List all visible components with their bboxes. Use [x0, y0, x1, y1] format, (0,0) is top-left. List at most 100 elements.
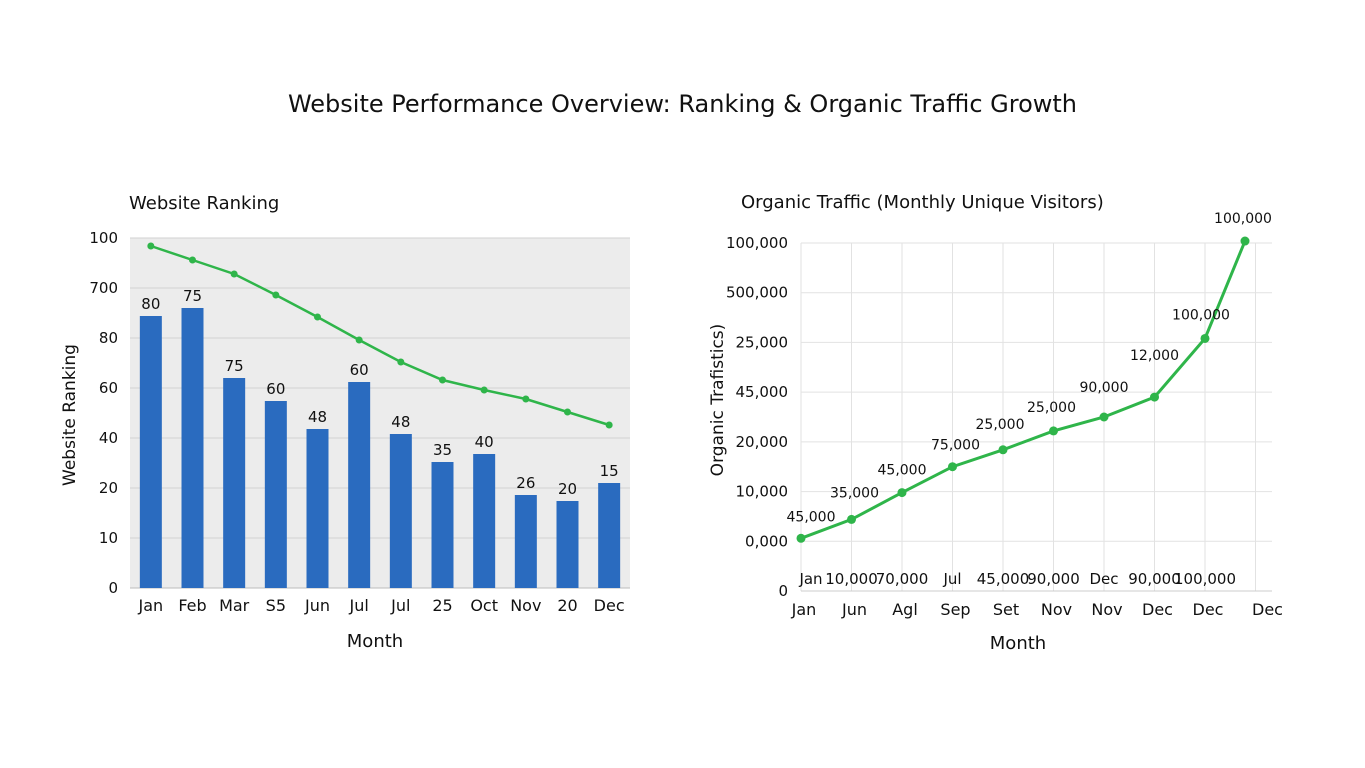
x-tick-label: Dec: [1252, 600, 1283, 619]
point-label: 90,000: [1080, 380, 1129, 396]
secondary-x-label: Jul: [942, 570, 961, 588]
x-tick-label: Feb: [178, 596, 206, 615]
x-tick-label: 25: [432, 596, 452, 615]
bar: [389, 434, 412, 588]
y-tick-label: 0: [778, 582, 788, 600]
x-tick-label: S5: [266, 596, 286, 615]
bar: [556, 501, 579, 588]
y-tick-label: 500,000: [726, 284, 788, 302]
y-axis-label: Website Ranking: [60, 344, 80, 486]
bar: [514, 495, 537, 588]
x-tick-label: Set: [993, 600, 1019, 619]
y-tick-label: 10,000: [736, 483, 789, 501]
line-point: [189, 256, 196, 264]
data-point: [1099, 412, 1109, 422]
data-point: [847, 514, 856, 524]
x-tick-label: 20: [557, 596, 577, 615]
y-tick-label: 100,000: [726, 234, 788, 252]
x-axis-label: Month: [990, 633, 1046, 654]
bar-label: 60: [350, 361, 369, 379]
bar-label: 26: [516, 474, 535, 492]
data-point: [1240, 236, 1250, 246]
x-tick-label: Oct: [470, 596, 498, 615]
x-tick-label: Agl: [892, 600, 918, 619]
bar: [181, 308, 204, 588]
bar: [431, 462, 454, 588]
x-tick-label: Nov: [1041, 600, 1072, 619]
line-point: [355, 336, 363, 344]
y-tick-label: 700: [89, 279, 118, 297]
ranking-line: [150, 244, 610, 427]
line-point: [230, 270, 238, 278]
plot-background: [130, 238, 630, 588]
point-label: 100,000: [1214, 211, 1272, 227]
secondary-x-label: Dec: [1089, 570, 1118, 588]
y-tick-label: 60: [99, 379, 118, 397]
line-point: [147, 242, 155, 250]
data-point: [1200, 333, 1210, 343]
secondary-x-label: 10,000: [825, 570, 878, 588]
bar: [306, 429, 329, 588]
secondary-x-label: 90,000: [1027, 570, 1080, 588]
y-tick-label: 0: [108, 579, 118, 597]
bar-label: 75: [183, 287, 202, 305]
line-point: [605, 421, 613, 429]
secondary-x-label: 100,000: [1174, 570, 1236, 588]
data-point: [1150, 392, 1159, 402]
bar: [139, 316, 162, 588]
bar: [223, 378, 246, 588]
point-label: 25,000: [976, 417, 1025, 433]
secondary-x-label: 90,000: [1128, 570, 1181, 588]
bar-label: 15: [600, 462, 619, 480]
y-tick-label: 100: [89, 229, 118, 247]
data-point: [796, 533, 806, 543]
x-tick-label: Nov: [1091, 600, 1122, 619]
x-tick-label: Dec: [594, 596, 625, 615]
bar: [598, 483, 621, 588]
bar-label: 48: [391, 413, 410, 431]
bar-label: 20: [558, 480, 577, 498]
secondary-x-label: 70,000: [876, 570, 929, 588]
bar-label: 40: [475, 433, 494, 451]
x-tick-label: Jul: [349, 596, 369, 615]
y-tick-label: 25,000: [736, 333, 789, 351]
y-tick-label: 80: [99, 329, 118, 347]
x-tick-label: Jun: [841, 600, 867, 619]
y-tick-label: 10: [99, 529, 118, 547]
chart-title: Organic Traffic (Monthly Unique Visitors…: [741, 192, 1104, 213]
x-tick-label: Jan: [137, 596, 163, 615]
traffic-line: [800, 240, 1247, 540]
point-label: 100,000: [1172, 307, 1230, 323]
x-tick-label: Jul: [390, 596, 410, 615]
line-point: [272, 291, 280, 299]
line-point: [314, 313, 321, 321]
y-tick-label: 20,000: [736, 433, 789, 451]
chart-title: Website Ranking: [129, 193, 279, 214]
point-label: 45,000: [787, 509, 836, 525]
bar-label: 35: [433, 441, 452, 459]
data-point: [948, 462, 957, 472]
main-title: Website Performance Overview: Ranking & …: [287, 90, 1078, 118]
line-point: [480, 386, 488, 394]
point-label: 45,000: [878, 463, 927, 479]
bar: [473, 454, 496, 588]
line-point: [439, 376, 446, 384]
x-tick-label: Jun: [304, 596, 330, 615]
secondary-x-label: Jan: [798, 570, 822, 588]
bar: [264, 401, 287, 588]
data-point: [897, 488, 907, 498]
bar-label: 60: [266, 380, 285, 398]
x-tick-label: Dec: [1142, 600, 1173, 619]
data-point: [1049, 426, 1058, 436]
point-label: 75,000: [931, 438, 980, 454]
line-point: [522, 395, 530, 403]
y-tick-label: 0,000: [745, 532, 788, 550]
data-point: [998, 445, 1008, 455]
point-label: 25,000: [1027, 400, 1076, 416]
x-tick-label: Dec: [1193, 600, 1224, 619]
line-point: [397, 358, 405, 366]
point-label: 35,000: [830, 485, 879, 501]
x-tick-label: Jan: [791, 600, 817, 619]
bar: [348, 382, 371, 588]
